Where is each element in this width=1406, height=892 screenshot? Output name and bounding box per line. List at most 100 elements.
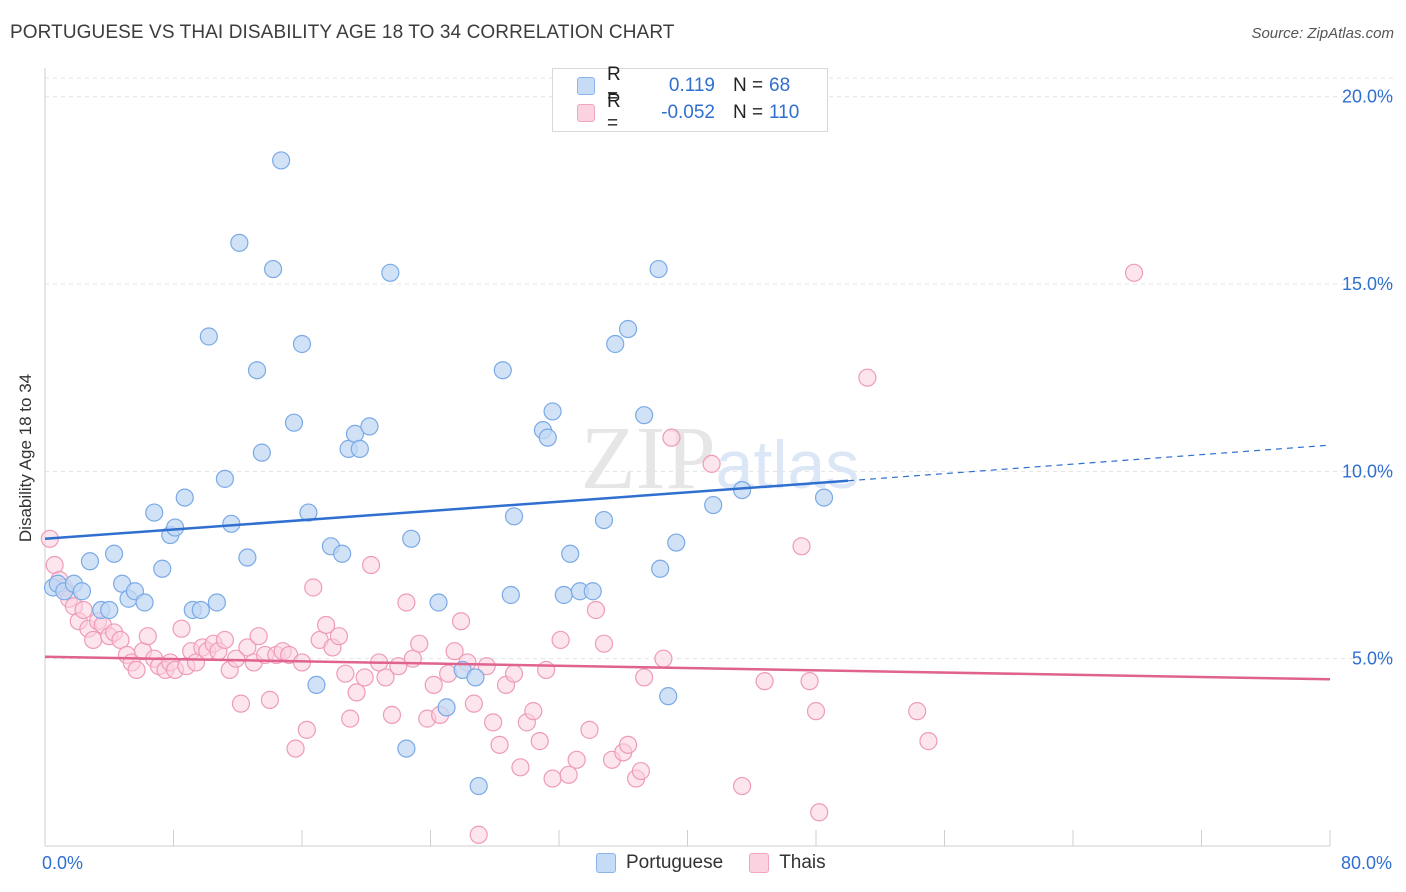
- portuguese-point: [104, 544, 124, 563]
- r-value: -0.052: [661, 102, 715, 123]
- legend-item-thais[interactable]: Thais: [749, 852, 826, 874]
- portuguese-point: [554, 585, 573, 605]
- thais-point: [249, 627, 268, 646]
- thais-point: [329, 627, 349, 646]
- thais-point: [800, 672, 819, 691]
- thais-point: [361, 555, 381, 575]
- portuguese-point: [606, 334, 625, 354]
- thais-point: [397, 593, 416, 612]
- legend-item-portuguese[interactable]: Portuguese: [596, 852, 723, 874]
- x-tick-max: 80.0%: [1340, 853, 1392, 873]
- thais-point: [594, 634, 614, 653]
- portuguese-point: [252, 443, 271, 462]
- thais-point: [341, 709, 360, 728]
- y-tick-label: 5.0%: [1352, 649, 1393, 669]
- thais-point: [631, 761, 651, 781]
- thais-point: [908, 702, 927, 721]
- thais-point: [511, 758, 530, 777]
- legend-row-portuguese: R = 0.119 N = 68: [577, 64, 791, 107]
- thais-point: [537, 660, 556, 680]
- thais-point: [127, 660, 146, 680]
- axes: [44, 68, 1331, 847]
- thais-point: [445, 642, 464, 661]
- thais-point: [586, 600, 606, 620]
- portuguese-point: [583, 582, 602, 601]
- thais-point: [551, 630, 570, 650]
- thais-point: [504, 664, 524, 683]
- n-value: 110: [769, 102, 800, 123]
- y-tick-labels: 5.0% 10.0% 15.0% 20.0%: [1342, 87, 1393, 669]
- portuguese-swatch: [596, 853, 616, 873]
- portuguese-point: [704, 495, 723, 515]
- thais-point: [172, 619, 191, 638]
- legend-label: Portuguese: [626, 852, 724, 873]
- thais-point: [355, 668, 374, 687]
- thais-trend-line: [44, 655, 1331, 681]
- n-label: N =: [733, 102, 764, 123]
- thais-point: [138, 627, 157, 646]
- thais-point: [260, 690, 279, 709]
- portuguese-point: [292, 334, 312, 354]
- thais-point: [543, 769, 562, 788]
- n-value: 68: [769, 75, 791, 96]
- portuguese-point: [493, 361, 512, 380]
- chart-title: PORTUGUESE VS THAI DISABILITY AGE 18 TO …: [10, 22, 675, 43]
- x-tick-min: 0.0%: [42, 853, 84, 873]
- portuguese-point: [618, 319, 638, 339]
- thais-point: [382, 705, 402, 724]
- portuguese-point: [538, 428, 557, 447]
- thais-point: [464, 694, 483, 713]
- portuguese-point: [72, 582, 92, 601]
- portuguese-point: [307, 675, 326, 695]
- thais-point: [376, 668, 395, 687]
- portuguese-point: [594, 510, 614, 530]
- portuguese-point: [350, 439, 369, 458]
- y-tick-label: 10.0%: [1342, 461, 1393, 481]
- portuguese-point: [437, 698, 456, 717]
- thais-point: [484, 713, 503, 732]
- grid-lines: [45, 77, 1395, 660]
- thais-point: [286, 739, 305, 758]
- legend-label: Thais: [779, 852, 826, 873]
- series-legend: Portuguese Thais: [596, 852, 852, 874]
- thais-point: [792, 537, 811, 556]
- thais-point: [806, 702, 826, 721]
- thais-point: [347, 683, 366, 702]
- portuguese-point: [504, 507, 524, 526]
- thais-point: [858, 368, 877, 387]
- portuguese-point: [135, 593, 154, 612]
- thais-point: [227, 649, 246, 668]
- thais-points: [40, 263, 1144, 844]
- y-axis-label: Disability Age 18 to 34: [16, 373, 35, 543]
- portuguese-point: [397, 739, 416, 758]
- portuguese-point: [635, 406, 654, 425]
- portuguese-point: [469, 776, 488, 796]
- thais-point: [755, 672, 774, 691]
- portuguese-point: [166, 518, 185, 537]
- r-label: R =: [607, 64, 621, 107]
- portuguese-point: [238, 548, 257, 567]
- n-label: N =: [733, 75, 764, 96]
- thais-point: [336, 664, 355, 683]
- watermark-zip: ZIP: [581, 409, 716, 508]
- thais-swatch: [577, 104, 595, 122]
- r-label: R =: [607, 91, 621, 134]
- thais-point: [238, 638, 257, 657]
- portuguese-point: [230, 233, 249, 252]
- portuguese-point: [272, 151, 291, 170]
- trend-lines: [44, 444, 1331, 681]
- thais-point: [618, 735, 638, 754]
- portuguese-point: [199, 327, 218, 346]
- r-value: 0.119: [668, 75, 715, 96]
- portuguese-point: [659, 687, 678, 706]
- portuguese-point: [667, 533, 686, 552]
- thais-point: [654, 649, 673, 668]
- portuguese-point: [191, 600, 210, 620]
- thais-point: [316, 615, 336, 635]
- thais-point: [469, 825, 488, 844]
- portuguese-point: [175, 488, 194, 507]
- thais-point: [424, 675, 443, 695]
- thais-point: [451, 612, 471, 631]
- portuguese-point: [360, 417, 379, 436]
